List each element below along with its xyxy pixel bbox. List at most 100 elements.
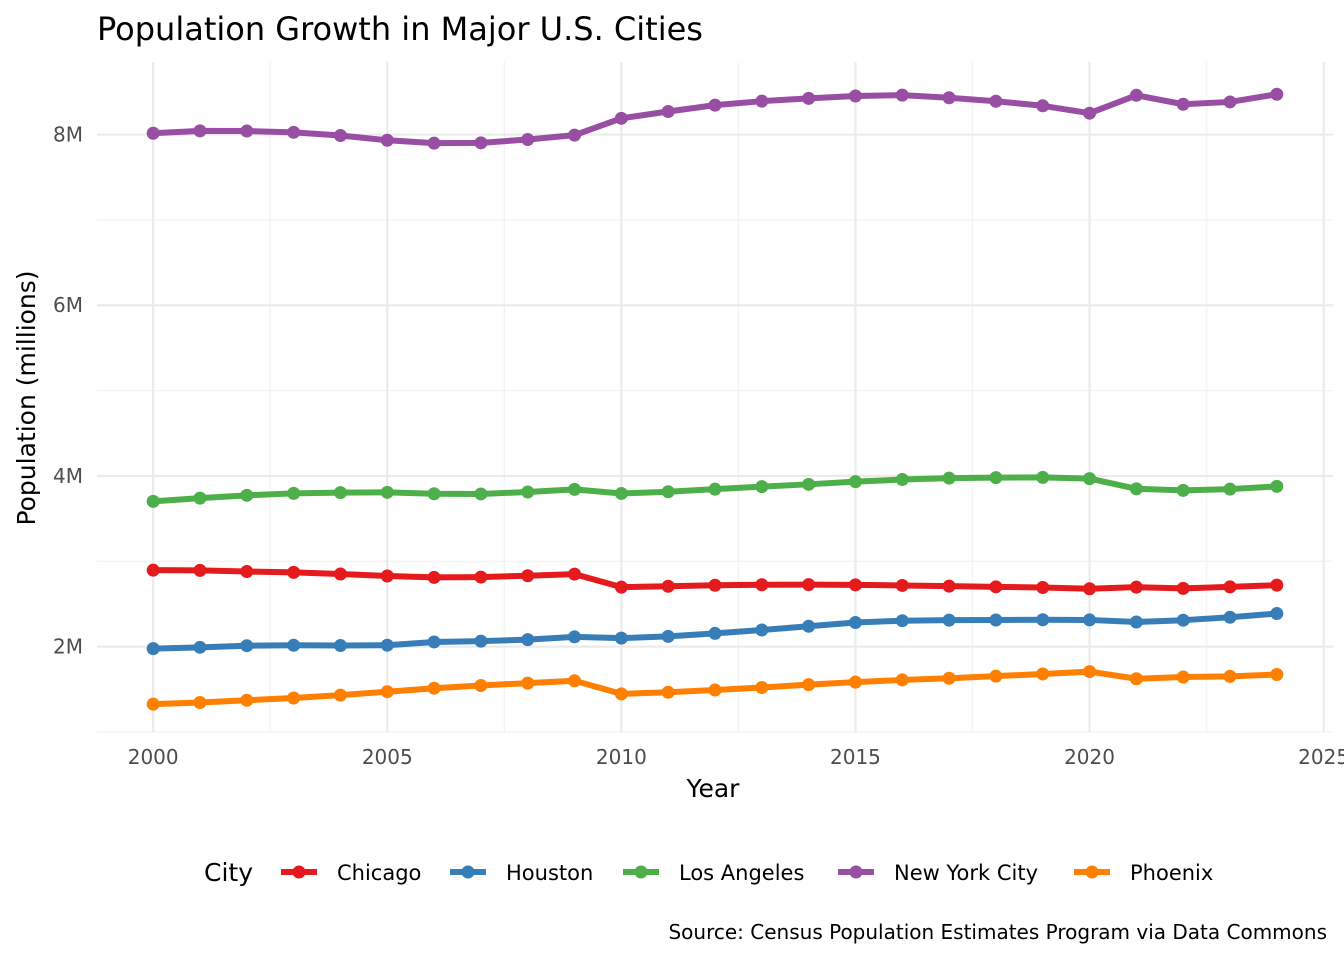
legend-label: New York City: [894, 861, 1038, 885]
data-point-new-york-city: [240, 124, 254, 138]
data-point-chicago: [333, 567, 347, 581]
data-point-new-york-city: [614, 111, 628, 125]
data-point-los-angeles: [193, 491, 207, 505]
y-axis-title: Population (millions): [12, 270, 41, 525]
data-point-los-angeles: [521, 485, 535, 499]
data-point-chicago: [1036, 581, 1050, 595]
data-point-houston: [1176, 613, 1190, 627]
legend-key-point: [634, 865, 648, 879]
data-point-phoenix: [1223, 669, 1237, 683]
data-point-phoenix: [614, 687, 628, 701]
data-point-chicago: [895, 578, 909, 592]
data-point-new-york-city: [193, 124, 207, 138]
data-point-chicago: [474, 570, 488, 584]
data-point-houston: [1083, 613, 1097, 627]
legend-item-houston: Houston: [450, 861, 593, 885]
legend-title: City: [204, 858, 253, 887]
legend-label: Houston: [506, 861, 593, 885]
x-tick-label: 2005: [362, 745, 413, 769]
data-point-phoenix: [193, 695, 207, 709]
data-point-new-york-city: [474, 136, 488, 150]
legend-key-point: [292, 865, 306, 879]
x-tick-label: 2000: [128, 745, 179, 769]
data-point-houston: [708, 626, 722, 640]
data-point-chicago: [614, 580, 628, 594]
data-point-phoenix: [474, 678, 488, 692]
x-axis-title: Year: [686, 774, 741, 803]
data-point-chicago: [661, 579, 675, 593]
data-point-los-angeles: [474, 487, 488, 501]
data-point-phoenix: [146, 697, 160, 711]
data-point-new-york-city: [661, 105, 675, 119]
data-point-phoenix: [521, 676, 535, 690]
legend-item-new-york-city: New York City: [838, 861, 1038, 885]
x-axis-tick-labels: 2000 2005 2010 2015 2020 2025: [128, 745, 1344, 769]
data-point-houston: [755, 623, 769, 637]
series-los-angeles: [146, 470, 1284, 508]
data-point-chicago: [848, 578, 862, 592]
data-point-los-angeles: [614, 486, 628, 500]
x-tick-label: 2025: [1298, 745, 1344, 769]
data-point-chicago: [755, 578, 769, 592]
data-point-los-angeles: [1270, 479, 1284, 493]
data-point-chicago: [1176, 581, 1190, 595]
data-point-houston: [989, 613, 1003, 627]
data-point-houston: [287, 638, 301, 652]
data-point-phoenix: [568, 674, 582, 688]
data-point-los-angeles: [848, 475, 862, 489]
data-point-los-angeles: [568, 482, 582, 496]
data-point-new-york-city: [1176, 97, 1190, 111]
data-point-new-york-city: [1223, 95, 1237, 109]
data-point-houston: [1270, 607, 1284, 621]
data-point-new-york-city: [708, 98, 722, 112]
data-point-los-angeles: [989, 471, 1003, 485]
data-point-houston: [193, 640, 207, 654]
data-point-los-angeles: [802, 477, 816, 491]
data-point-phoenix: [240, 693, 254, 707]
legend-items: Chicago Houston Los Angeles New York City Ph…: [281, 861, 1213, 885]
data-point-los-angeles: [240, 488, 254, 502]
series-houston: [146, 607, 1284, 656]
series-new-york-city: [146, 87, 1284, 150]
data-point-los-angeles: [427, 487, 441, 501]
data-point-chicago: [989, 580, 1003, 594]
data-point-phoenix: [755, 681, 769, 695]
data-point-los-angeles: [1176, 483, 1190, 497]
data-point-new-york-city: [146, 126, 160, 140]
x-tick-label: 2020: [1064, 745, 1115, 769]
data-point-houston: [848, 615, 862, 629]
data-point-houston: [333, 639, 347, 653]
data-point-chicago: [708, 578, 722, 592]
data-point-houston: [895, 614, 909, 628]
data-point-new-york-city: [521, 132, 535, 146]
data-point-new-york-city: [895, 88, 909, 102]
data-point-los-angeles: [380, 485, 394, 499]
data-point-chicago: [1223, 580, 1237, 594]
data-point-houston: [1036, 613, 1050, 627]
data-point-phoenix: [427, 681, 441, 695]
data-point-los-angeles: [1083, 472, 1097, 486]
data-point-houston: [240, 639, 254, 653]
y-tick-label: 4M: [53, 464, 83, 488]
data-point-phoenix: [989, 669, 1003, 683]
chart-title: Population Growth in Major U.S. Cities: [97, 10, 703, 48]
data-point-houston: [521, 633, 535, 647]
data-series: [146, 87, 1284, 711]
data-point-phoenix: [333, 688, 347, 702]
data-point-los-angeles: [755, 480, 769, 494]
data-point-houston: [474, 634, 488, 648]
legend-key-point: [1085, 865, 1099, 879]
data-point-phoenix: [848, 675, 862, 689]
data-point-houston: [661, 629, 675, 643]
data-point-los-angeles: [942, 471, 956, 485]
y-axis-tick-labels: 2M 4M 6M 8M: [53, 123, 83, 659]
data-point-los-angeles: [1129, 482, 1143, 496]
y-tick-label: 6M: [53, 293, 83, 317]
data-point-new-york-city: [942, 91, 956, 105]
y-tick-label: 8M: [53, 123, 83, 147]
data-point-houston: [427, 635, 441, 649]
data-point-phoenix: [942, 671, 956, 685]
data-point-new-york-city: [287, 125, 301, 139]
data-point-los-angeles: [708, 482, 722, 496]
data-point-houston: [380, 638, 394, 652]
